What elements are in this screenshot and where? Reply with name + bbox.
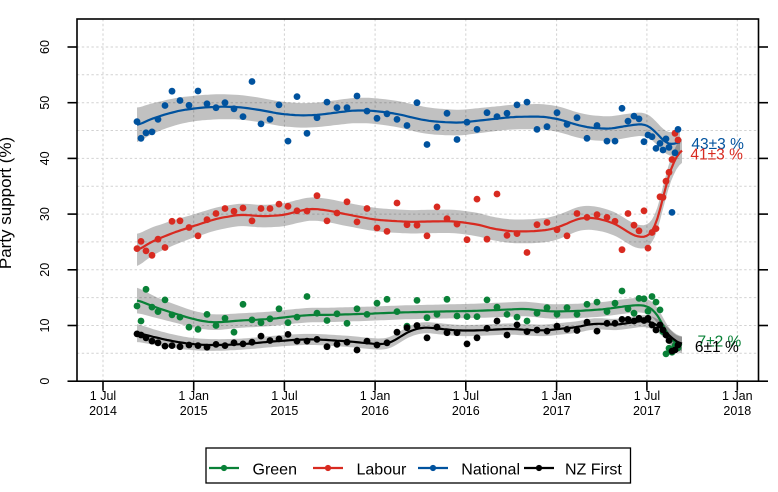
- svg-text:Labour: Labour: [357, 462, 407, 479]
- svg-text:2018: 2018: [723, 404, 751, 418]
- svg-text:20: 20: [38, 263, 52, 277]
- svg-text:1 Jan: 1 Jan: [722, 389, 753, 403]
- svg-text:2017: 2017: [543, 404, 571, 418]
- svg-text:NZ First: NZ First: [565, 462, 622, 479]
- svg-text:0: 0: [38, 378, 52, 385]
- svg-text:2014: 2014: [89, 404, 117, 418]
- svg-text:1 Jul: 1 Jul: [90, 389, 116, 403]
- svg-text:43±3 %: 43±3 %: [691, 136, 744, 153]
- svg-text:Party support (%): Party support (%): [0, 137, 15, 269]
- svg-text:National: National: [461, 462, 520, 479]
- svg-text:50: 50: [38, 96, 52, 110]
- svg-text:6±1 %: 6±1 %: [695, 339, 739, 356]
- svg-text:1 Jan: 1 Jan: [541, 389, 572, 403]
- svg-text:10: 10: [38, 319, 52, 333]
- svg-text:1 Jul: 1 Jul: [271, 389, 297, 403]
- svg-text:2016: 2016: [452, 404, 480, 418]
- svg-text:60: 60: [38, 40, 52, 54]
- svg-text:2015: 2015: [180, 404, 208, 418]
- svg-text:1 Jul: 1 Jul: [634, 389, 660, 403]
- svg-text:2017: 2017: [633, 404, 661, 418]
- svg-text:7±2 %: 7±2 %: [698, 334, 742, 351]
- svg-text:Green: Green: [253, 462, 297, 479]
- svg-text:40: 40: [38, 151, 52, 165]
- svg-text:2015: 2015: [270, 404, 298, 418]
- svg-text:30: 30: [38, 207, 52, 221]
- svg-text:1 Jan: 1 Jan: [178, 389, 209, 403]
- svg-text:1 Jan: 1 Jan: [360, 389, 391, 403]
- svg-text:41±3 %: 41±3 %: [690, 147, 743, 164]
- svg-text:2016: 2016: [361, 404, 389, 418]
- svg-text:1 Jul: 1 Jul: [453, 389, 479, 403]
